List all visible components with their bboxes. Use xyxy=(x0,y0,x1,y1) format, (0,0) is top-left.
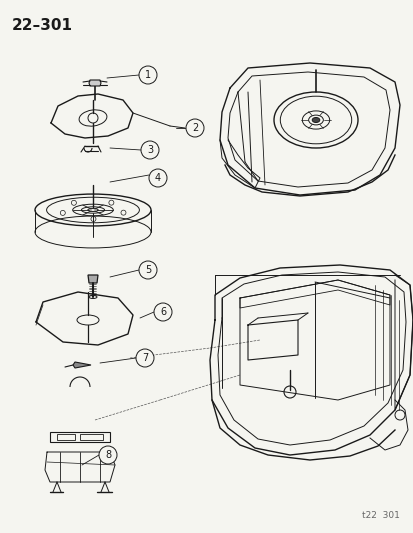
Circle shape xyxy=(139,261,157,279)
Circle shape xyxy=(139,66,157,84)
Text: 4: 4 xyxy=(154,173,161,183)
Circle shape xyxy=(149,169,166,187)
Ellipse shape xyxy=(311,117,319,123)
Polygon shape xyxy=(73,362,91,368)
Circle shape xyxy=(154,303,171,321)
Text: 3: 3 xyxy=(147,145,153,155)
Text: 5: 5 xyxy=(145,265,151,275)
Circle shape xyxy=(136,349,154,367)
Text: 8: 8 xyxy=(104,450,111,460)
Text: 6: 6 xyxy=(159,307,166,317)
Text: 2: 2 xyxy=(191,123,198,133)
Text: 7: 7 xyxy=(142,353,148,363)
Polygon shape xyxy=(88,275,98,283)
Circle shape xyxy=(99,446,117,464)
Text: 22–301: 22–301 xyxy=(12,18,73,33)
Polygon shape xyxy=(89,80,101,86)
Text: t22  301: t22 301 xyxy=(361,511,399,520)
Text: 1: 1 xyxy=(145,70,151,80)
Circle shape xyxy=(185,119,204,137)
Circle shape xyxy=(141,141,159,159)
